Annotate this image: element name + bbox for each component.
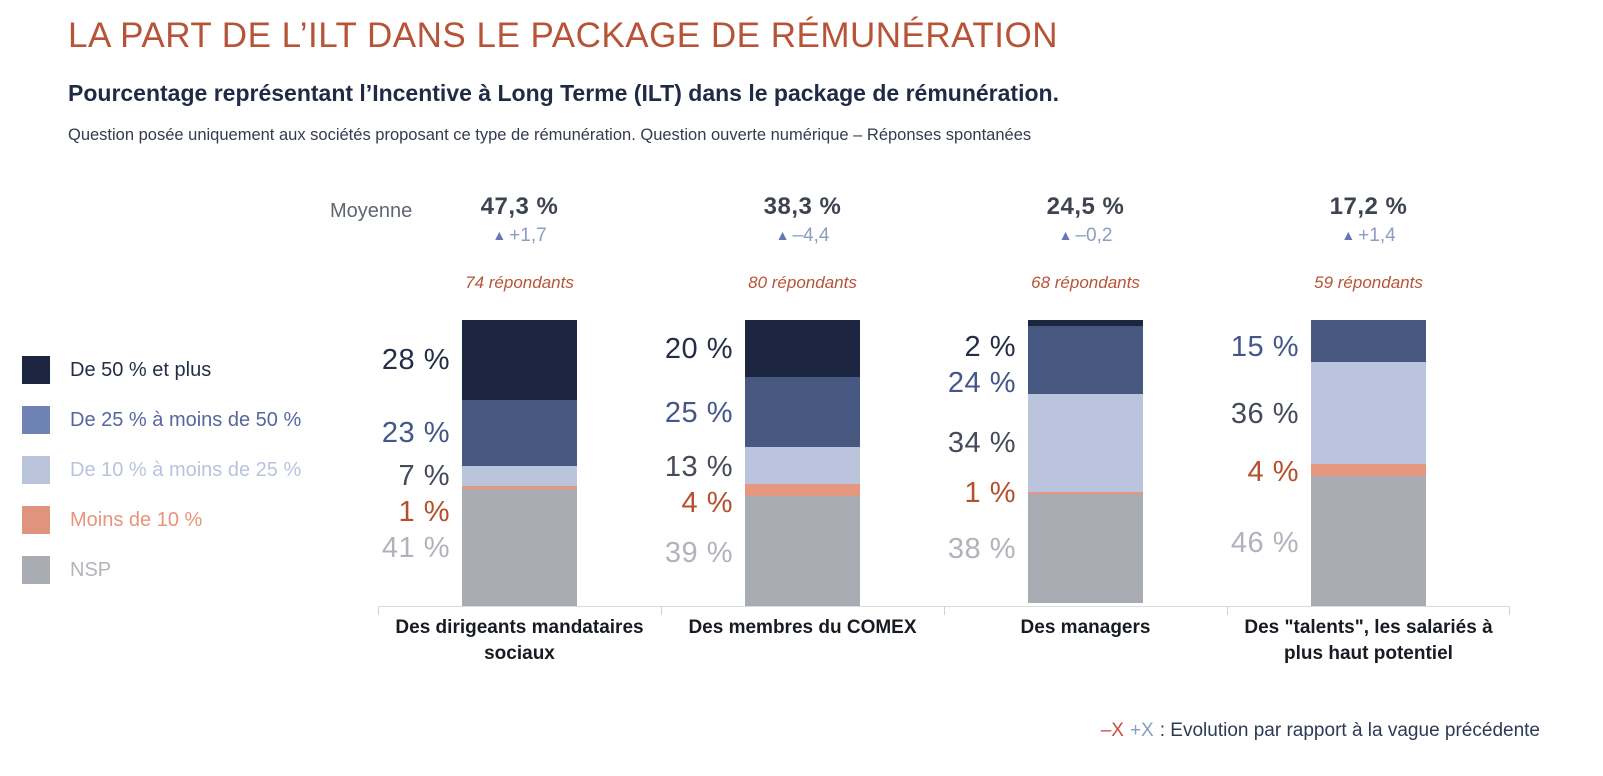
bar-segment [1311,320,1426,363]
bar-value-label: 38 % [947,532,1016,565]
page-title: LA PART DE L’ILT DANS LE PACKAGE DE RÉMU… [68,16,1059,55]
footnote-plus-symbol: +X [1129,720,1154,741]
average-value: 24,5 % [1046,193,1125,220]
category-label: Des managers [1020,617,1151,638]
delta-value: +1,4 [1358,225,1396,246]
average-value: 38,3 % [763,193,842,220]
bar-segment [462,488,577,606]
legend-label: De 10 % à moins de 25 % [70,458,302,481]
axis-tick [661,606,662,615]
respondents-label: 80 répondants [748,273,857,292]
bar-value-label: 23 % [381,416,450,449]
category-label: Des "talents", les salariés à plus haut … [1244,617,1493,664]
legend-label: NSP [70,558,112,581]
bar-segment [1028,320,1143,326]
footnote-text: : Evolution par rapport à la vague précé… [1159,720,1540,741]
footnote: –X +X: Evolution par rapport à la vague p… [1101,720,1540,742]
axis-tick [1227,606,1228,615]
stacked-bar [462,320,577,606]
bar-segment [745,447,860,485]
delta-indicator: ▲ –4,4 [661,225,944,247]
bar-value-label: 46 % [1230,527,1299,560]
moyenne-label: Moyenne [330,200,413,222]
bar-value-label: 41 % [381,531,450,564]
delta-indicator: ▲ –0,2 [944,225,1227,247]
bar-segment [1028,491,1143,495]
legend-label: Moins de 10 % [70,508,203,531]
legend-item: De 50 % et plus [22,356,301,384]
triangle-up-icon: ▲ [1058,227,1073,243]
bar-value-label: 24 % [947,367,1016,399]
bar-segment [1311,464,1426,476]
bar-value-label: 20 % [664,332,733,365]
axis-tick [944,606,945,615]
chart-area: 47,3 % ▲ +1,7 74 répondants 28 % 23 % 7 % 1 % 41… [378,185,1510,725]
triangle-up-icon: ▲ [1341,227,1356,243]
bar-value-label: 4 % [1247,455,1299,488]
legend-item: NSP [22,556,301,584]
bar-segment [462,465,577,486]
bar-segment [462,400,577,466]
stacked-bar [745,320,860,606]
legend-item: De 10 % à moins de 25 % [22,456,301,484]
delta-indicator: ▲ +1,4 [1227,225,1510,247]
bar-segment [745,376,860,448]
category-label: Des membres du COMEX [688,617,917,638]
delta-value: –4,4 [792,225,830,246]
bar-value-label: 1 % [398,495,450,528]
footnote-minus-symbol: –X [1100,720,1124,741]
axis-tick [378,606,379,615]
average-value: 47,3 % [480,193,559,220]
legend-item: Moins de 10 % [22,506,301,534]
bar-value-label: 25 % [664,396,733,429]
bar-segment [462,320,577,401]
axis-tick [1509,606,1510,615]
bar-segment [462,485,577,489]
bar-value-label: 13 % [664,451,733,484]
legend-swatch [22,506,50,534]
bar-segment [1028,494,1143,604]
legend-label: De 50 % et plus [70,358,212,381]
respondents-label: 74 répondants [465,273,574,292]
bar-value-label: 39 % [664,537,733,570]
legend-swatch [22,356,50,384]
legend: De 50 % et plus De 25 % à moins de 50 % De… [22,356,301,606]
stacked-bar [1311,320,1426,606]
bar-value-label: 2 % [964,331,1016,363]
delta-indicator: ▲ +1,7 [378,225,661,247]
legend-swatch [22,456,50,484]
bar-segment [1311,475,1426,606]
bar-segment [1028,394,1143,492]
legend-swatch [22,556,50,584]
bar-value-label: 36 % [1230,398,1299,431]
legend-item: De 25 % à moins de 50 % [22,406,301,434]
page-subtitle: Pourcentage représentant l’Incentive à L… [68,80,1059,106]
bar-value-label: 4 % [681,487,733,520]
bar-segment [1028,325,1143,395]
bar-value-label: 7 % [398,459,450,492]
bar-segment [1311,362,1426,465]
respondents-label: 68 répondants [1031,273,1140,292]
respondents-label: 59 répondants [1314,273,1423,292]
legend-label: De 25 % à moins de 50 % [70,408,302,431]
delta-value: +1,7 [509,225,547,246]
bar-value-label: 28 % [381,344,450,377]
bar-value-label: 1 % [964,477,1016,510]
methodology-note: Question posée uniquement aux sociétés p… [68,126,1032,144]
delta-value: –0,2 [1075,225,1113,246]
triangle-up-icon: ▲ [775,227,790,243]
triangle-up-icon: ▲ [492,227,507,243]
bar-segment [745,495,860,606]
average-value: 17,2 % [1329,193,1408,220]
bar-value-label: 34 % [947,426,1016,459]
legend-swatch [22,406,50,434]
bar-value-label: 15 % [1230,331,1299,363]
bar-segment [745,484,860,496]
category-label: Des dirigeants mandataires sociaux [395,617,644,664]
bar-segment [745,320,860,377]
stacked-bar [1028,320,1143,606]
